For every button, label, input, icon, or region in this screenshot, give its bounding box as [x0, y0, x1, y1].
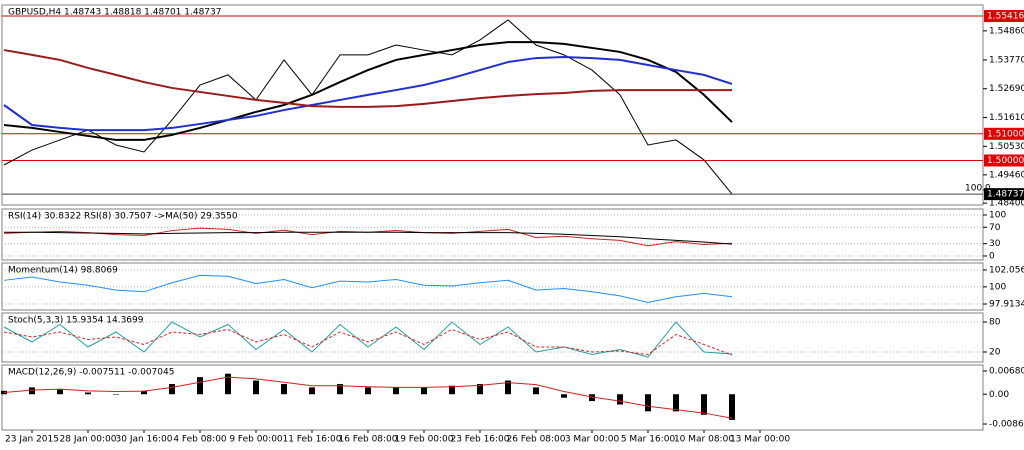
pane — [1, 208, 984, 261]
series-line — [3, 321, 733, 358]
x-tick-label: 23 Jan 2015 — [5, 435, 59, 445]
x-tick-label: 23 Feb 16:00 — [450, 435, 509, 445]
series-line — [3, 19, 733, 195]
pane — [1, 364, 984, 431]
histogram-bar — [225, 373, 231, 395]
level-box — [984, 188, 1024, 201]
y-tick-label: 1.52690 — [989, 84, 1024, 94]
x-tick-label: 13 Mar 00:00 — [730, 435, 790, 445]
histogram-bar — [449, 385, 455, 395]
y-tick-label: 0.00 — [989, 390, 1009, 400]
y-tick-label: 1.48400 — [989, 199, 1024, 209]
y-tick-label: 100 — [989, 210, 1006, 220]
histogram-bar — [197, 377, 203, 395]
x-tick-label: 9 Feb 00:00 — [229, 435, 283, 445]
pane-title: Stoch(5,3,3) 15.9354 14.3699 — [8, 316, 144, 326]
y-tick-label: 97.9134 — [989, 299, 1024, 309]
level-label: 1.50000 — [987, 156, 1024, 166]
histogram-bar — [57, 389, 63, 395]
x-tick-label: 28 Jan 00:00 — [60, 435, 117, 445]
histogram-bar — [617, 394, 623, 405]
y-tick-label: 100 — [989, 282, 1006, 292]
pane — [1, 4, 984, 206]
x-tick-label: 4 Feb 08:00 — [173, 435, 227, 445]
histogram-bar — [113, 394, 119, 395]
histogram-bar — [533, 387, 539, 395]
series-line — [3, 328, 733, 356]
y-tick-label: 30 — [989, 239, 1001, 249]
histogram-bar — [561, 394, 567, 398]
histogram-bar — [337, 383, 343, 395]
pane-title: Momentum(14) 98.8069 — [8, 266, 118, 276]
x-tick-label: 19 Feb 00:00 — [394, 435, 453, 445]
y-tick-label: 80 — [989, 318, 1001, 328]
histogram-bar — [673, 394, 679, 412]
histogram-bar — [477, 383, 483, 395]
histogram-bar — [505, 380, 511, 395]
y-tick-label: 1.49460 — [989, 170, 1024, 180]
y-tick-label: -0.008695 — [989, 419, 1024, 429]
y-tick-label: 1.50530 — [989, 142, 1024, 152]
level-box — [984, 154, 1024, 167]
x-tick-label: 26 Feb 08:00 — [506, 435, 565, 445]
histogram-bar — [253, 380, 259, 395]
histogram-bar — [281, 383, 287, 395]
histogram-bar — [169, 383, 175, 395]
pane — [1, 312, 984, 363]
x-tick-label: 3 Mar 00:00 — [565, 435, 620, 445]
pane-title: RSI(14) 30.8322 RSI(8) 30.7507 ->MA(50) … — [8, 212, 238, 222]
annotation: 100.0 — [965, 184, 991, 194]
level-box — [984, 127, 1024, 140]
histogram-bar — [393, 387, 399, 395]
y-tick-label: 20 — [989, 348, 1001, 358]
series-line — [3, 49, 732, 108]
series-line — [4, 231, 733, 245]
histogram-bar — [701, 394, 707, 415]
series-line — [3, 55, 733, 132]
x-tick-label: 11 Feb 16:00 — [282, 435, 341, 445]
histogram-bar — [589, 394, 595, 402]
histogram-bar — [309, 387, 315, 395]
series-line — [3, 376, 733, 419]
level-label: 1.55416 — [987, 12, 1024, 22]
histogram-bar — [141, 390, 147, 395]
y-tick-label: 0 — [989, 251, 995, 261]
x-tick-label: 30 Jan 16:00 — [116, 435, 173, 445]
x-tick-label: 16 Feb 08:00 — [338, 435, 397, 445]
y-tick-label: 102.0568 — [989, 265, 1024, 275]
series-line — [3, 41, 733, 141]
y-tick-label: 70 — [989, 223, 1001, 233]
y-tick-label: 1.54860 — [989, 26, 1024, 36]
histogram-bar — [421, 387, 427, 395]
pane-title: MACD(12,26,9) -0.007511 -0.007045 — [8, 368, 174, 378]
histogram-bar — [29, 387, 35, 395]
y-tick-label: 1.53770 — [989, 55, 1024, 65]
histogram-bar — [365, 387, 371, 395]
y-tick-label: 1.51610 — [989, 113, 1024, 123]
level-box — [984, 10, 1024, 23]
level-label: 1.48737 — [987, 190, 1024, 200]
histogram-bar — [85, 392, 91, 395]
series-line — [3, 274, 733, 303]
pane-title: GBPUSD,H4 1.48743 1.48818 1.48701 1.4873… — [8, 8, 221, 18]
histogram-bar — [729, 394, 735, 420]
level-label: 1.51000 — [987, 129, 1024, 139]
x-tick-label: 10 Mar 08:00 — [674, 435, 734, 445]
x-tick-label: 5 Mar 16:00 — [621, 435, 676, 445]
histogram-bar — [645, 394, 651, 412]
